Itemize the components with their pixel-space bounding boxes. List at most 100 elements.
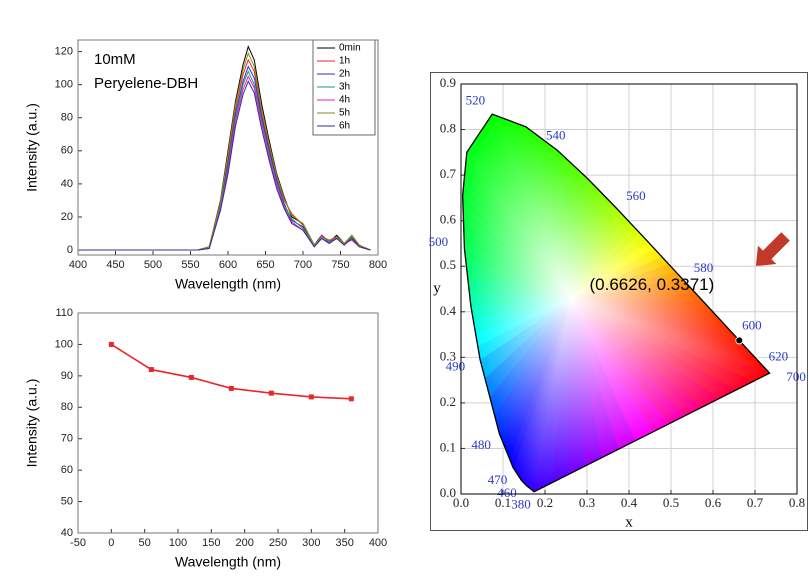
wavelength-label: 470 <box>488 472 508 487</box>
x-tick-label: -50 <box>70 537 86 549</box>
x-tick-label: 0.5 <box>663 495 679 510</box>
x-axis-title: Wavelength (nm) <box>175 276 281 292</box>
line <box>78 80 371 251</box>
x-tick-label: 150 <box>202 537 220 549</box>
annotation: (0.6626, 0.3371) <box>590 275 715 294</box>
y-axis-title: y <box>433 280 441 296</box>
y-tick-label: 110 <box>55 307 73 319</box>
y-tick-label: 100 <box>55 79 73 91</box>
y-tick-label: 60 <box>61 464 73 476</box>
x-tick-label: 0.0 <box>453 495 469 510</box>
y-tick-label: 40 <box>61 178 73 190</box>
y-axis-title: Intensity (a.u.) <box>24 103 40 192</box>
y-tick-label: 0.6 <box>440 212 457 227</box>
legend-label: 5h <box>339 108 350 119</box>
x-tick-label: 0.7 <box>747 495 764 510</box>
legend-label: 2h <box>339 69 350 80</box>
plot-frame <box>77 39 379 256</box>
x-tick-label: 450 <box>106 259 124 271</box>
marker <box>308 394 314 400</box>
legend-label: 1h <box>339 56 350 67</box>
plot-frame <box>460 83 798 495</box>
x-tick-label: 550 <box>181 259 199 271</box>
x-tick-label: 400 <box>69 259 87 271</box>
plot-frame <box>77 312 379 534</box>
legend-label: 3h <box>339 82 350 93</box>
y-tick-label: 0.4 <box>440 303 457 318</box>
legend-label: 6h <box>339 121 350 132</box>
x-tick-label: 800 <box>369 259 387 271</box>
chart-2: 0.0 0.1 0.2 0.3 0.4 0.5 0.6 0.7 0.8 0.0 0.1 0.2 0.3 0… <box>429 75 806 530</box>
marker <box>108 341 114 347</box>
y-tick-label: 0.7 <box>440 166 457 181</box>
y-tick-label: 0.1 <box>440 439 456 454</box>
y-tick-label: 120 <box>55 45 73 57</box>
y-tick-label: 0.0 <box>440 485 456 500</box>
wavelength-label: 540 <box>546 127 566 142</box>
wavelength-label: 620 <box>769 349 789 364</box>
marker <box>348 396 354 402</box>
wavelength-label: 500 <box>429 234 449 249</box>
y-tick-label: 50 <box>61 495 73 507</box>
marker <box>228 385 234 391</box>
x-tick-label: 650 <box>256 259 274 271</box>
y-tick-label: 70 <box>61 433 73 445</box>
y-tick-label: 0.5 <box>440 257 456 272</box>
arrow <box>755 232 790 267</box>
wavelength-label: 490 <box>446 358 466 373</box>
legend-label: 4h <box>339 95 350 106</box>
x-tick-label: 300 <box>302 537 320 549</box>
x-tick-label: 0.2 <box>537 495 553 510</box>
legend-label: 0min <box>339 43 361 54</box>
x-tick-label: 200 <box>235 537 253 549</box>
wavelength-label: 520 <box>466 92 486 107</box>
wavelength-label: 560 <box>626 188 646 203</box>
x-tick-label: 250 <box>269 537 287 549</box>
y-tick-label: 80 <box>61 112 73 124</box>
wavelength-label: 580 <box>694 260 714 275</box>
panel-border <box>430 72 808 531</box>
x-tick-label: 600 <box>219 259 237 271</box>
x-tick-label: 350 <box>335 537 353 549</box>
marker <box>148 367 154 373</box>
x-tick-label: 50 <box>139 537 151 549</box>
marker <box>268 390 274 396</box>
chart-0: 400 450 500 550 600 650 700 750 800 0 20 40 60 80 100 1… <box>24 39 387 292</box>
x-tick-label: 500 <box>144 259 162 271</box>
point <box>735 336 744 345</box>
x-tick-label: 0 <box>108 537 114 549</box>
x-axis-title: Wavelength (nm) <box>175 554 281 570</box>
x-tick-label: 0.1 <box>495 495 511 510</box>
y-tick-label: 0 <box>67 244 73 256</box>
line <box>78 51 371 251</box>
x-tick-label: 0.8 <box>789 495 805 510</box>
wavelength-label: 460 <box>497 485 517 500</box>
y-tick-label: 100 <box>55 338 73 350</box>
x-tick-label: 700 <box>294 259 312 271</box>
y-tick-label: 0.2 <box>440 394 456 409</box>
y-tick-label: 60 <box>61 145 73 157</box>
y-tick-label: 0.9 <box>440 75 456 90</box>
annotation: 10mM <box>94 51 136 68</box>
y-tick-label: 40 <box>61 527 73 539</box>
annotation: Peryelene-DBH <box>94 75 198 92</box>
y-tick-label: 80 <box>61 401 73 413</box>
x-tick-label: 0.3 <box>579 495 595 510</box>
y-tick-label: 0.3 <box>440 348 456 363</box>
y-tick-label: 90 <box>61 370 73 382</box>
spectral-locus <box>461 113 771 493</box>
y-tick-label: 0.8 <box>440 121 456 136</box>
x-tick-label: 0.6 <box>705 495 722 510</box>
color-fill <box>462 113 771 493</box>
wavelength-label: 600 <box>742 318 762 333</box>
marker <box>188 374 194 380</box>
wavelength-label: 700 <box>786 369 806 384</box>
wavelength-label: 480 <box>471 437 491 452</box>
chart-1: -50 0 50 100 150 200 250 300 350 400 40 50 60 70 80 90 1… <box>24 307 387 570</box>
y-axis-title: Intensity (a.u.) <box>24 379 40 468</box>
x-tick-label: 750 <box>331 259 349 271</box>
x-tick-label: 100 <box>169 537 187 549</box>
x-tick-label: 400 <box>369 537 387 549</box>
y-tick-label: 20 <box>61 211 73 223</box>
wavelength-label: 380 <box>511 496 531 511</box>
